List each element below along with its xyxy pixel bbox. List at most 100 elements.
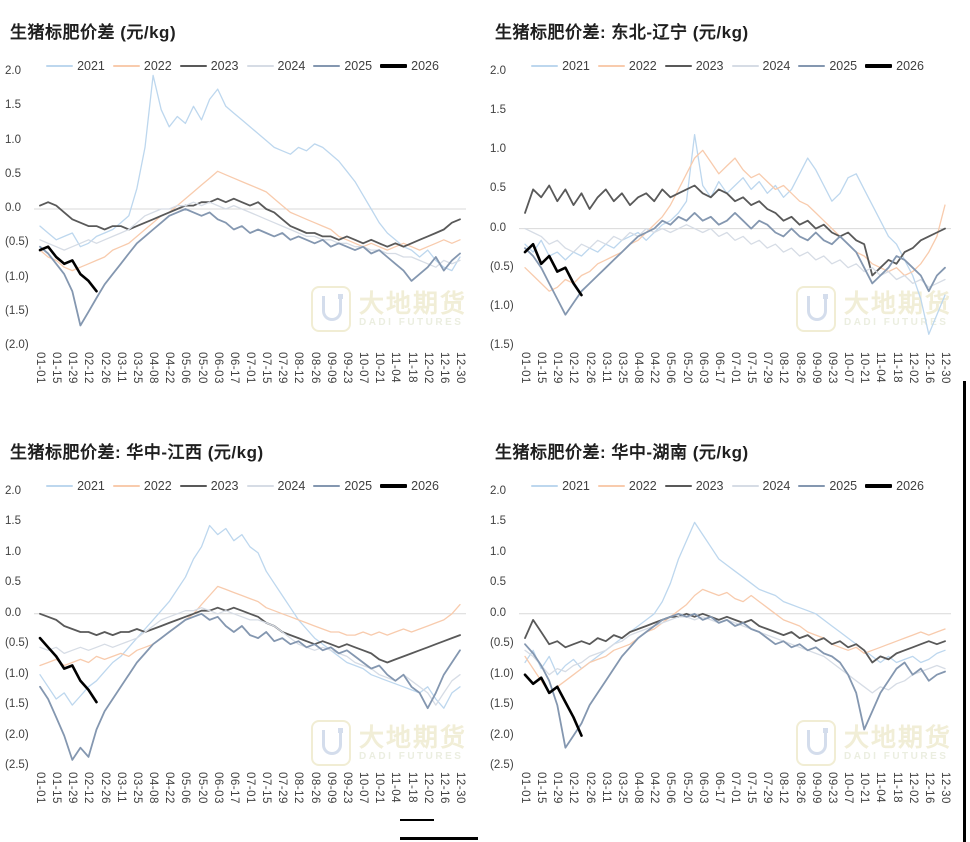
legend-item-2025: 2025	[798, 479, 857, 493]
legend-label: 2021	[562, 479, 590, 493]
legend-line-swatch	[246, 64, 274, 68]
y-axis-tick-label: 0.5	[5, 167, 21, 180]
series-line-2021	[524, 521, 946, 676]
chart-title: 生猪标肥价差: 华中-湖南 (元/kg)	[495, 443, 749, 462]
legend-item-2024: 2024	[246, 59, 306, 73]
legend-item-2026: 2026	[380, 479, 439, 493]
legend-label: 2026	[411, 59, 439, 73]
chart-legend: 2021 2022 2023 2024 2025 2026	[485, 58, 970, 74]
legend-label: 2022	[143, 479, 172, 493]
series-line-2022	[39, 585, 461, 667]
legend-item-2022: 2022	[112, 59, 172, 73]
chart-panel-huazhong-jiangxi: 生猪标肥价差: 华中-江西 (元/kg) 大地期货 DADI FUTURES 2…	[0, 420, 485, 842]
series-line-2023	[524, 612, 946, 664]
legend-item-2024: 2024	[731, 479, 791, 493]
y-axis-tick-label: 1.5	[5, 515, 21, 528]
series-line-2023	[39, 606, 461, 664]
y-axis-tick-label: (2.0)	[490, 728, 514, 741]
legend-line-swatch	[380, 64, 408, 68]
series-line-2026	[38, 245, 98, 293]
legend-line-swatch	[46, 64, 74, 68]
legend-label: 2024	[762, 59, 791, 73]
watermark-en-text: DADI FUTURES	[358, 750, 464, 762]
y-axis-tick-label: (2.0)	[5, 339, 29, 351]
series-line-2024	[39, 201, 461, 268]
y-axis-tick-label: 0.5	[490, 182, 506, 195]
legend-item-2021: 2021	[531, 479, 590, 493]
y-axis-tick-label: (0.5)	[490, 637, 514, 650]
y-axis-tick-label: 2.0	[490, 65, 506, 77]
watermark-en-text: DADI FUTURES	[843, 750, 949, 762]
y-axis-tick-label: 1.0	[490, 545, 506, 558]
legend-label: 2024	[277, 59, 306, 73]
chart-legend: 2021 2022 2023 2024 2025 2026	[485, 478, 970, 494]
legend-line-swatch	[380, 484, 408, 488]
series-line-2022	[39, 170, 461, 272]
legend-label: 2024	[762, 479, 791, 493]
series-line-2025	[524, 211, 946, 316]
legend-line-swatch	[597, 484, 625, 488]
series-line-2026	[38, 636, 98, 704]
chart-title: 生猪标肥价差: 东北-辽宁 (元/kg)	[495, 23, 749, 42]
series-line-2025	[39, 612, 461, 761]
legend-label: 2023	[695, 59, 724, 73]
legend-item-2025: 2025	[313, 479, 372, 493]
legend-line-swatch	[179, 64, 207, 68]
watermark-en-text: DADI FUTURES	[358, 316, 464, 328]
dadi-logo-icon	[310, 720, 351, 766]
y-axis-tick-label: (0.5)	[5, 236, 29, 249]
legend-item-2021: 2021	[531, 59, 590, 73]
legend-line-swatch	[112, 64, 140, 68]
legend-item-2026: 2026	[380, 59, 439, 73]
table-border-bottom	[400, 837, 478, 840]
y-axis-tick-label: (1.0)	[490, 667, 514, 680]
y-axis-tick-label: (1.0)	[5, 270, 29, 283]
y-axis-tick-label: 1.0	[490, 143, 506, 156]
y-axis-tick-label: 2.0	[5, 485, 21, 497]
watermark-cn-text: 大地期货	[358, 289, 467, 318]
legend-item-2022: 2022	[112, 479, 172, 493]
legend-line-swatch	[664, 484, 692, 488]
legend-item-2021: 2021	[46, 479, 105, 493]
legend-label: 2021	[77, 59, 105, 73]
legend-line-swatch	[865, 64, 893, 68]
watermark-cn-text: 大地期货	[358, 723, 467, 752]
y-axis-tick-label: 0.5	[490, 576, 506, 589]
chart-title: 生猪标肥价差 (元/kg)	[10, 23, 177, 42]
legend-label: 2025	[344, 59, 373, 73]
dadi-logo-icon	[795, 720, 836, 766]
series-line-2022	[524, 149, 946, 292]
y-axis-tick-label: 0.0	[490, 221, 506, 234]
chart-plot-area	[34, 74, 466, 327]
legend-label: 2022	[628, 479, 657, 493]
series-line-2021	[524, 133, 946, 335]
chart-panel-national: 生猪标肥价差 (元/kg) 大地期货 DADI FUTURES 2021 2022…	[0, 0, 485, 420]
y-axis-tick-label: 1.5	[490, 104, 506, 117]
series-line-2023	[524, 184, 946, 277]
y-axis-tick-label: 1.0	[5, 133, 21, 146]
y-axis-tick-label: 1.0	[5, 545, 21, 558]
legend-label: 2025	[829, 479, 858, 493]
legend-label: 2022	[143, 59, 172, 73]
chart-panel-huazhong-hunan: 生猪标肥价差: 华中-湖南 (元/kg) 大地期货 DADI FUTURES 2…	[485, 420, 970, 842]
y-axis-tick-label: (1.0)	[490, 299, 514, 312]
chart-title: 生猪标肥价差: 华中-江西 (元/kg)	[10, 443, 264, 462]
legend-line-swatch	[731, 484, 759, 488]
watermark-cn-text: 大地期货	[843, 289, 952, 318]
y-axis-tick-label: (1.5)	[5, 304, 29, 317]
legend-item-2024: 2024	[246, 479, 305, 493]
y-axis-tick-label: 0.0	[490, 606, 506, 619]
legend-line-swatch	[664, 64, 692, 68]
legend-line-swatch	[597, 64, 625, 68]
table-border-right	[963, 381, 966, 842]
y-axis-tick-label: (2.0)	[5, 728, 29, 741]
dadi-logo-icon	[795, 286, 836, 332]
legend-label: 2025	[344, 479, 373, 493]
chart-plot-area	[519, 133, 951, 335]
y-axis-tick-label: (0.5)	[490, 260, 514, 273]
chart-plot-area	[34, 524, 466, 761]
legend-label: 2023	[210, 59, 239, 73]
legend-line-swatch	[313, 484, 341, 488]
series-line-2022	[524, 588, 946, 694]
y-axis-tick-label: 2.0	[5, 65, 21, 77]
